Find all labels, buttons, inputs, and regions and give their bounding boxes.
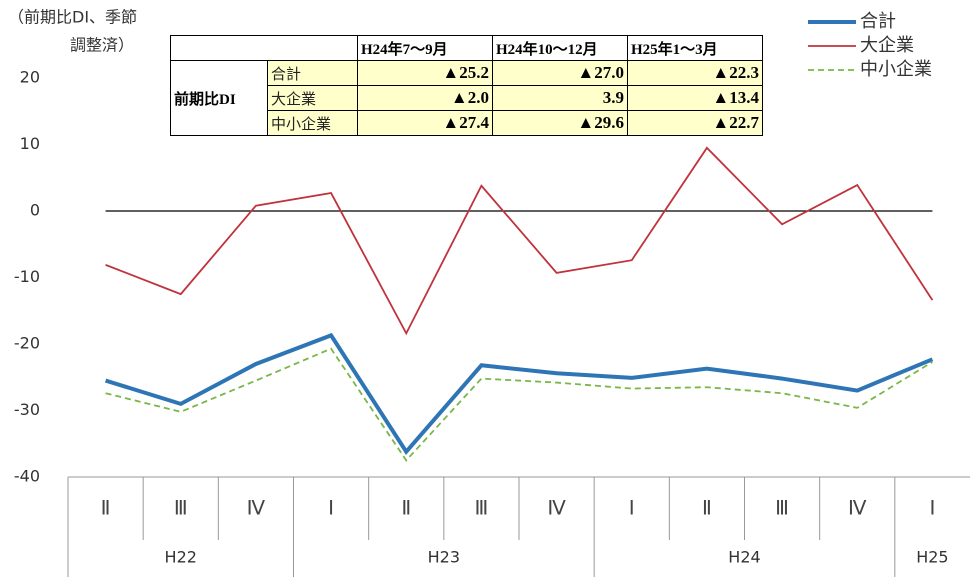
summary-table: H24年7～9月 H24年10～12月 H25年1～3月 前期比DI 合計 ▲25.2 ▲2… [170, 35, 763, 136]
x-tick-label: Ⅱ [401, 498, 411, 520]
x-tick-label: Ⅳ [848, 498, 867, 520]
table-cell: ▲2.0 [357, 85, 493, 111]
series-line [104, 332, 934, 456]
table-cell: ▲27.4 [357, 110, 493, 136]
table-row: H24年7～9月 H24年10～12月 H25年1～3月 [170, 35, 763, 61]
x-tick-label: Ⅳ [547, 498, 566, 520]
x-tick-label: Ⅰ [629, 498, 635, 520]
table-cell: ▲13.4 [627, 85, 763, 111]
table-row: 中小企業 ▲27.4 ▲29.6 ▲22.7 [171, 110, 763, 136]
y-tick-label: -40 [14, 467, 40, 486]
table-cell: H24年10～12月 [492, 35, 628, 61]
table-cell: ▲29.6 [492, 110, 628, 136]
table-cell [170, 35, 358, 61]
table-cell: 3.9 [492, 85, 628, 111]
table-cell: H24年7～9月 [357, 35, 493, 61]
x-tick-label: Ⅲ [174, 498, 188, 520]
table-cell: ▲27.0 [492, 60, 628, 86]
x-tick-label: Ⅱ [702, 498, 712, 520]
y-axis-label: 調整済） [70, 36, 134, 55]
table-cell: 合計 [267, 60, 358, 86]
y-tick-label: 20 [20, 68, 40, 87]
x-tick-label: Ⅰ [328, 498, 334, 520]
legend-label: 中小企業 [860, 59, 932, 80]
table-cell: ▲22.3 [627, 60, 763, 86]
group-label: H22 [165, 548, 197, 567]
x-tick-label: Ⅲ [775, 498, 789, 520]
table-cell: 中小企業 [267, 110, 358, 136]
y-axis-label: （前期比DI、季節 [8, 8, 137, 27]
x-tick-label: Ⅳ [247, 498, 266, 520]
legend-label: 合計 [860, 11, 896, 32]
table-cell: ▲25.2 [357, 60, 493, 86]
x-tick-label: Ⅲ [475, 498, 489, 520]
legend-label: 大企業 [860, 35, 914, 56]
group-label: H25 [916, 548, 948, 567]
table-row: 大企業 ▲2.0 3.9 ▲13.4 [171, 85, 763, 111]
y-tick-label: 10 [20, 134, 40, 153]
group-label: H23 [428, 548, 460, 567]
x-tick-label: Ⅰ [929, 498, 935, 520]
table-cell: 前期比DI [170, 60, 268, 136]
y-tick-label: 0 [30, 201, 40, 220]
y-tick-label: -10 [14, 267, 40, 286]
y-tick-label: -20 [14, 334, 40, 353]
series-line [105, 146, 934, 336]
table-cell: ▲22.7 [627, 110, 763, 136]
x-tick-label: Ⅱ [101, 498, 111, 520]
table-cell: H25年1～3月 [627, 35, 763, 61]
table-row: 前期比DI 合計 ▲25.2 ▲27.0 ▲22.3 [170, 60, 763, 136]
group-label: H24 [728, 548, 760, 567]
table-cell: 大企業 [267, 85, 358, 111]
series-line [105, 347, 933, 462]
y-tick-label: -30 [14, 400, 40, 419]
